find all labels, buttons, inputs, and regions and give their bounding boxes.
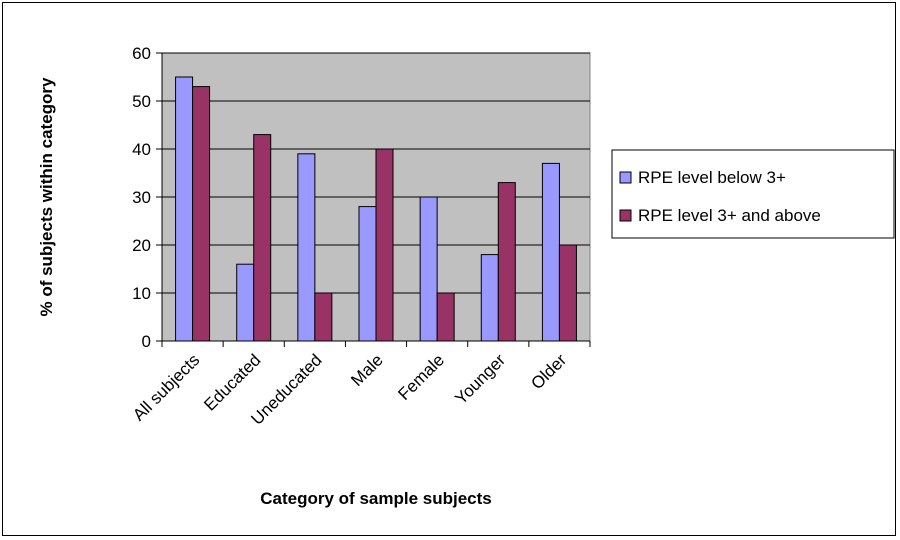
- legend-box: [611, 149, 895, 239]
- y-tick-label: 30: [132, 188, 151, 207]
- bar-1-younger: [480, 254, 499, 342]
- x-tick-label: Female: [394, 350, 448, 404]
- bar-2-all-subjects: [192, 86, 211, 342]
- y-tick-label: 20: [132, 236, 151, 255]
- legend-label-series-2: RPE level 3+ and above: [638, 206, 821, 225]
- x-tick-label: Male: [347, 350, 386, 389]
- y-tick-labels: 0 10 20 30 40 50 60: [132, 44, 151, 351]
- y-tick-label: 60: [132, 44, 151, 63]
- bar-1-uneducated: [297, 153, 316, 342]
- bar-1-educated: [236, 263, 255, 342]
- legend-swatch-series-1: [619, 171, 632, 184]
- y-tick-label: 40: [132, 140, 151, 159]
- bar-1-male: [358, 206, 377, 342]
- bar-1-all-subjects: [175, 76, 194, 342]
- legend-label-series-1: RPE level below 3+: [638, 168, 786, 187]
- x-tick-label: Younger: [451, 350, 509, 408]
- x-tick-label: Educated: [200, 350, 264, 414]
- y-tick-label: 50: [132, 92, 151, 111]
- x-axis-title: Category of sample subjects: [260, 489, 491, 508]
- legend: RPE level below 3+ RPE level 3+ and abov…: [611, 149, 895, 239]
- y-tick-label: 10: [132, 284, 151, 303]
- y-tick-label: 0: [142, 332, 151, 351]
- bar-2-older: [558, 244, 577, 342]
- y-axis-title: % of subjects within category: [37, 77, 56, 317]
- bar-2-male: [375, 148, 394, 342]
- bar-2-female: [436, 292, 455, 342]
- bar-2-uneducated: [314, 292, 333, 342]
- bars: [175, 76, 577, 342]
- bar-1-female: [419, 196, 438, 342]
- x-tick-label: Older: [527, 350, 570, 393]
- x-tick-label: All subjects: [129, 350, 203, 424]
- bar-2-educated: [253, 134, 272, 342]
- axes: [156, 52, 591, 347]
- bar-2-younger: [497, 182, 516, 342]
- bar-1-older: [541, 162, 560, 342]
- legend-swatch-series-2: [619, 209, 632, 222]
